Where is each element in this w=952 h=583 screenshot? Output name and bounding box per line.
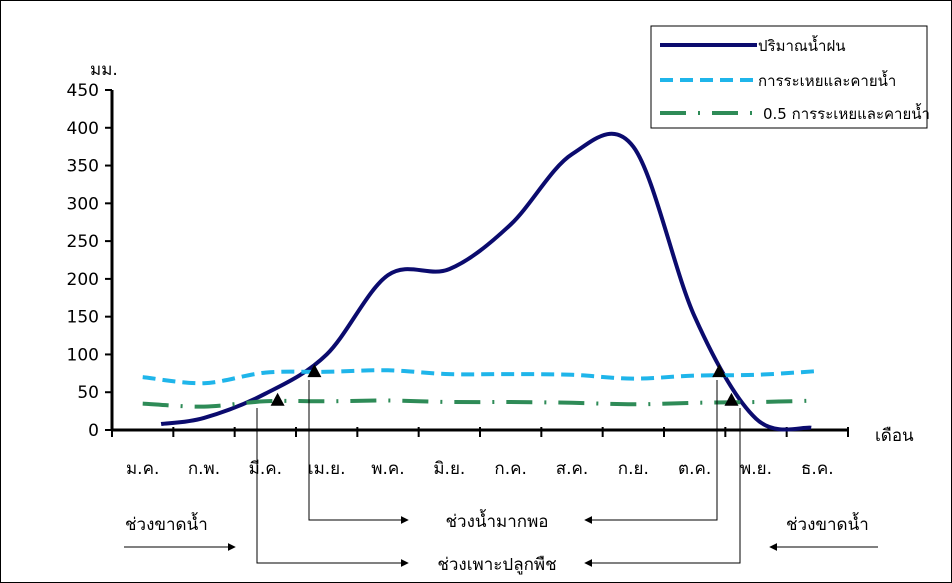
connector-growing-left xyxy=(256,408,409,567)
intersection-marker xyxy=(712,364,727,378)
intersection-marker xyxy=(307,364,322,378)
connector-surplus-left xyxy=(308,380,409,524)
marker-group xyxy=(270,364,739,406)
legend-label-rainfall: ปริมาณน้ำฝน xyxy=(758,35,846,55)
x-tick-label: มี.ค. xyxy=(249,459,282,479)
x-axis-label: เดือน xyxy=(875,426,914,446)
y-tick-label: 50 xyxy=(77,383,99,403)
intersection-marker xyxy=(270,392,285,406)
x-tick-label: ธ.ค. xyxy=(801,459,834,479)
x-tick-label: ก.ค. xyxy=(494,459,526,479)
annotation-water-surplus: ช่วงน้ำมากพอ xyxy=(445,509,548,532)
y-tick-label: 200 xyxy=(67,270,99,290)
annotation-connectors xyxy=(124,380,878,567)
x-tick-label: มิ.ย. xyxy=(433,459,465,479)
annotation-dry-right: ช่วงขาดน้ำ xyxy=(786,512,869,535)
y-tick-label: 150 xyxy=(67,308,99,328)
x-tick-label: ก.พ. xyxy=(188,459,220,479)
y-tick-label: 0 xyxy=(88,421,99,441)
x-tick-label: ต.ค. xyxy=(678,459,711,479)
legend: ปริมาณน้ำฝน การระเหยและคายน้ำ 0.5 การระเ… xyxy=(650,25,930,129)
y-tick-label: 300 xyxy=(67,194,99,214)
x-tick-group: ม.ค. ก.พ. มี.ค. เม.ย. พ.ค. มิ.ย. ก.ค. ส.ค. ก.ย. ต… xyxy=(111,427,849,479)
y-tick-group: 0 50 100 150 200 250 300 350 400 450 xyxy=(67,81,112,441)
annotation-growing-period: ช่วงเพาะปลูกพืช xyxy=(437,555,556,575)
x-tick-label: ก.ย. xyxy=(618,459,649,479)
x-tick-label: ส.ค. xyxy=(556,459,589,479)
connector-surplus-right xyxy=(584,380,718,524)
y-tick-label: 450 xyxy=(67,81,99,101)
y-tick-label: 250 xyxy=(67,232,99,252)
annotation-dry-left: ช่วงขาดน้ำ xyxy=(125,512,208,535)
series-line-rainfall xyxy=(160,131,812,432)
y-tick-label: 350 xyxy=(67,157,99,177)
series-line-half-evapotranspiration xyxy=(142,398,818,409)
x-tick-label: เม.ย. xyxy=(308,459,346,479)
x-tick-label: ม.ค. xyxy=(126,459,159,479)
legend-label-half-et: 0.5 การระเหยและคายน้ำ xyxy=(763,103,930,123)
series-group xyxy=(142,131,818,432)
legend-label-et: การระเหยและคายน้ำ xyxy=(758,70,896,90)
y-axis-unit: มม. xyxy=(90,60,118,80)
connector-growing-right xyxy=(584,408,741,567)
y-tick-label: 100 xyxy=(67,345,99,365)
intersection-marker xyxy=(724,392,739,406)
x-tick-label: พ.ค. xyxy=(371,459,404,479)
y-tick-label: 400 xyxy=(67,119,99,139)
x-tick-label: พ.ย. xyxy=(740,459,772,479)
